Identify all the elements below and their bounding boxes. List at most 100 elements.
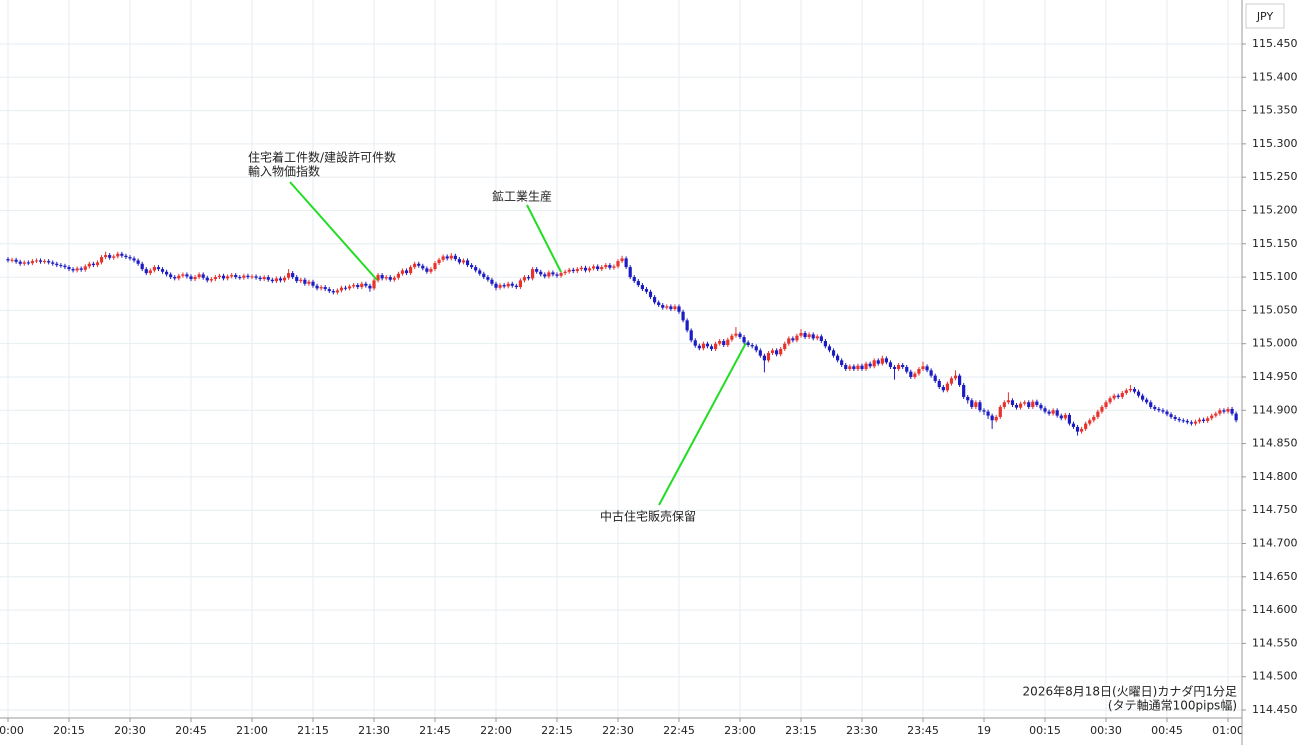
candle-body [998, 406, 1002, 417]
y-tick-label: 115.400 [1252, 70, 1298, 83]
candle-body [876, 360, 880, 364]
candle-body [632, 277, 636, 282]
candle-body [461, 260, 466, 263]
candle-body [628, 267, 632, 278]
candle-body [608, 265, 612, 268]
candle-body [67, 267, 71, 270]
candle-body [417, 263, 421, 266]
candle-body [360, 283, 364, 288]
y-tick-label: 114.550 [1252, 636, 1298, 649]
candle-body [156, 267, 161, 270]
candle-body [1116, 395, 1120, 397]
candle-body [1226, 408, 1230, 412]
x-tick-label: 01:00 [1212, 724, 1244, 737]
candle-body [1157, 408, 1161, 411]
candle-body [482, 273, 486, 278]
candle-body [1136, 391, 1141, 396]
candle-body [217, 275, 222, 278]
candle-body [437, 259, 441, 264]
candle-body [364, 283, 368, 286]
candle-body [579, 267, 583, 270]
candle-body [640, 285, 644, 290]
candle-body [1006, 400, 1010, 403]
candle-body [982, 410, 986, 412]
candle-body [840, 360, 844, 365]
y-tick-label: 115.100 [1252, 270, 1298, 283]
candle-body [83, 266, 87, 270]
candle-body [128, 257, 132, 259]
candle-body [864, 363, 868, 369]
candle-body [352, 285, 356, 287]
candle-body [726, 339, 730, 346]
candle-body [258, 277, 262, 280]
candle-body [270, 279, 274, 282]
candle-body [392, 277, 396, 280]
candle-body [197, 274, 201, 278]
candle-body [1120, 392, 1124, 397]
annotation-text: 鉱工業生産 [492, 189, 552, 204]
candle-body [709, 346, 714, 350]
candle-body [1035, 401, 1039, 405]
candle-body [836, 355, 840, 361]
candle-body [87, 263, 91, 267]
y-tick-label: 114.800 [1252, 470, 1298, 483]
candle-body [339, 287, 344, 291]
candle-body [1059, 415, 1063, 419]
candle-body [897, 364, 901, 369]
candle-body [185, 274, 189, 277]
candle-body [941, 386, 945, 391]
candle-body [770, 350, 775, 354]
candle-body [758, 350, 762, 356]
candle-body [43, 261, 47, 263]
candle-body [278, 278, 283, 281]
candle-body [368, 285, 372, 289]
candle-body [884, 358, 888, 363]
candle-body [193, 277, 197, 280]
x-tick-label: 20:00 [0, 724, 24, 737]
annotation-text: 輸入物価指数 [248, 164, 320, 179]
candle-body [490, 279, 494, 284]
candle-body [295, 277, 299, 282]
candle-body [282, 277, 287, 281]
candle-body [681, 311, 685, 321]
currency-label: JPY [1256, 10, 1274, 23]
candle-body [384, 277, 388, 279]
candle-body [718, 341, 722, 344]
x-tick-label: 21:45 [419, 724, 451, 737]
x-tick-label: 23:15 [785, 724, 817, 737]
candle-body [547, 272, 551, 277]
candle-body [653, 297, 657, 303]
candle-body [1010, 400, 1015, 405]
candle-body [34, 260, 39, 262]
candle-body [673, 306, 677, 310]
y-tick-label: 114.950 [1252, 370, 1298, 383]
candle-body [522, 277, 527, 281]
candle-body [844, 364, 848, 369]
candle-body [872, 360, 876, 367]
candle-body [1002, 402, 1006, 407]
candle-body [766, 353, 771, 361]
y-tick-label: 115.000 [1252, 337, 1298, 350]
candle-body [1149, 402, 1153, 407]
y-tick-label: 114.900 [1252, 403, 1298, 416]
candle-body [486, 277, 490, 280]
candle-body [148, 270, 152, 274]
candle-body [1206, 418, 1210, 421]
y-tick-label: 115.250 [1252, 170, 1298, 183]
candles [6, 251, 1238, 436]
candle-body [1177, 418, 1181, 421]
candle-body [526, 277, 531, 279]
candle-body [10, 259, 14, 261]
candle-body [962, 384, 966, 397]
candle-body [311, 281, 315, 286]
y-tick-label: 115.450 [1252, 37, 1298, 50]
candle-body [1051, 410, 1055, 414]
candle-body [494, 283, 498, 288]
candle-body [234, 275, 238, 278]
x-tick-label: 23:45 [907, 724, 939, 737]
candle-body [315, 285, 319, 289]
candle-body [762, 355, 766, 361]
candle-body [47, 261, 51, 263]
candle-body [567, 269, 571, 272]
candle-body [1210, 415, 1214, 419]
